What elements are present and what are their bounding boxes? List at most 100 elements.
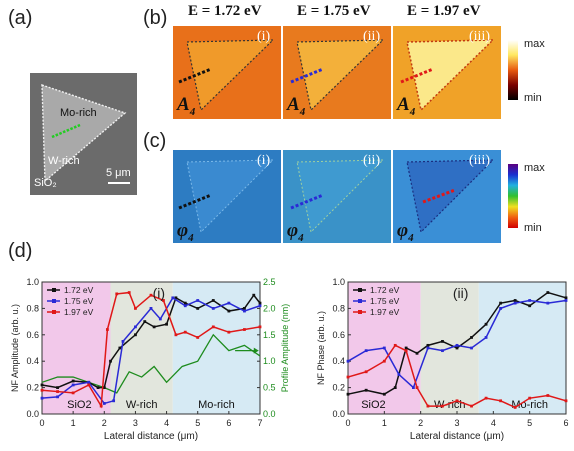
- series-point-0: [134, 333, 137, 337]
- x-tick-label: 4: [164, 418, 169, 428]
- series-point-0: [252, 293, 256, 297]
- amp-symbol-2: A4: [287, 94, 306, 118]
- region-label-1: W-rich: [126, 399, 158, 411]
- phase-roman-1: (i): [257, 153, 271, 168]
- series-point-0: [415, 351, 419, 355]
- series-point-2: [162, 299, 165, 302]
- series-point-0: [393, 386, 397, 389]
- series-point-2: [56, 390, 59, 393]
- amp-symbol-3: A4: [397, 94, 416, 118]
- series-point-1: [71, 383, 75, 387]
- series-point-2: [455, 399, 459, 403]
- series-point-2: [211, 325, 215, 329]
- y-tick-label: 0.0: [332, 409, 345, 419]
- y-tick-label: 0.8: [332, 303, 345, 313]
- legend-label-1: 1.75 eV: [370, 296, 400, 306]
- region-label-1: W-rich: [434, 399, 466, 411]
- x-tick-label: 1: [382, 418, 387, 428]
- y-axis-label: NF Amplitude (arb. u.): [10, 304, 20, 392]
- series-point-0: [258, 301, 262, 305]
- series-point-0: [96, 386, 100, 389]
- amp-colorbar: [508, 40, 518, 100]
- legend-marker-0: [358, 288, 362, 292]
- mo-rich-label: Mo-rich: [60, 107, 97, 119]
- region-label-0: SiO2: [361, 399, 385, 411]
- series-point-2: [528, 396, 532, 400]
- x-tick-label: 1: [71, 418, 76, 428]
- region-label-2: Mo-rich: [511, 399, 548, 411]
- y-axis-label: NF Phase (arb. u.): [316, 311, 326, 385]
- phase-colorbar-min: min: [524, 222, 542, 234]
- series-point-1: [196, 299, 200, 302]
- series-point-0: [455, 346, 459, 350]
- amp-map-3: (iii) A4: [393, 26, 501, 119]
- series-point-1: [227, 301, 231, 305]
- series-point-2: [546, 394, 550, 397]
- series-point-2: [258, 325, 262, 329]
- series-point-2: [149, 293, 153, 297]
- series-point-2: [40, 388, 44, 392]
- series-point-2: [134, 307, 137, 310]
- series-point-1: [441, 349, 444, 353]
- series-point-2: [364, 370, 368, 374]
- y-tick-label: 0.2: [26, 383, 39, 393]
- series-point-1: [134, 325, 137, 329]
- series-point-0: [227, 309, 231, 313]
- series-point-1: [211, 307, 215, 310]
- series-point-0: [364, 388, 368, 392]
- series-point-0: [211, 299, 215, 302]
- legend-label-0: 1.72 eV: [370, 285, 400, 295]
- series-point-2: [127, 291, 131, 294]
- x-tick-label: 6: [226, 418, 231, 428]
- series-point-1: [382, 346, 386, 350]
- series-point-1: [499, 307, 502, 310]
- series-point-0: [40, 383, 44, 387]
- series-point-0: [564, 296, 568, 300]
- phase-symbol-2: φ4: [287, 220, 304, 243]
- y-tick-label: 0.8: [26, 303, 39, 313]
- legend-marker-2: [358, 310, 362, 314]
- y2-tick-label: 2.5: [263, 277, 276, 287]
- sio2-label: SiO₂: [34, 177, 57, 189]
- series-point-1: [412, 386, 415, 389]
- series-point-0: [404, 346, 408, 350]
- series-point-1: [87, 380, 91, 384]
- optical-image: Mo-rich W-rich SiO₂ 5 μm: [30, 73, 137, 195]
- energy-header-2: E = 1.75 eV: [297, 3, 371, 19]
- series-point-0: [152, 325, 156, 329]
- series-point-2: [243, 328, 246, 331]
- series-point-2: [513, 406, 517, 409]
- legend-marker-1: [52, 299, 56, 303]
- series-point-0: [56, 386, 59, 389]
- x-tick-label: 2: [102, 418, 107, 428]
- series-point-1: [149, 307, 153, 310]
- region-label-0: SiO2: [67, 399, 91, 411]
- series-point-1: [258, 304, 262, 308]
- series-point-1: [243, 309, 246, 313]
- phase-map-2: (ii) φ4: [283, 150, 391, 243]
- series-point-1: [40, 396, 44, 400]
- x-tick-label: 5: [527, 418, 532, 428]
- x-tick-label: 4: [491, 418, 496, 428]
- series-point-1: [102, 402, 106, 405]
- amp-map-2: (ii) A4: [283, 26, 391, 119]
- scale-bar-label: 5 μm: [106, 167, 131, 179]
- series-point-0: [71, 379, 75, 383]
- series-point-1: [346, 359, 350, 363]
- region-band-2: [478, 282, 566, 414]
- y-tick-label: 0.6: [332, 330, 345, 340]
- series-point-0: [470, 336, 473, 339]
- phase-map-1: (i) φ4: [173, 150, 281, 243]
- series-point-2: [415, 386, 419, 389]
- amp-colorbar-max: max: [524, 38, 545, 50]
- series-point-1: [183, 304, 187, 308]
- series-point-2: [441, 404, 444, 408]
- y-tick-label: 0.6: [26, 330, 39, 340]
- legend-label-0: 1.72 eV: [64, 285, 94, 295]
- x-tick-label: 3: [454, 418, 459, 428]
- phase-roman-2: (ii): [363, 153, 381, 168]
- panel-label-d: (d): [8, 240, 33, 262]
- series-point-1: [513, 301, 517, 305]
- series-point-1: [364, 349, 368, 353]
